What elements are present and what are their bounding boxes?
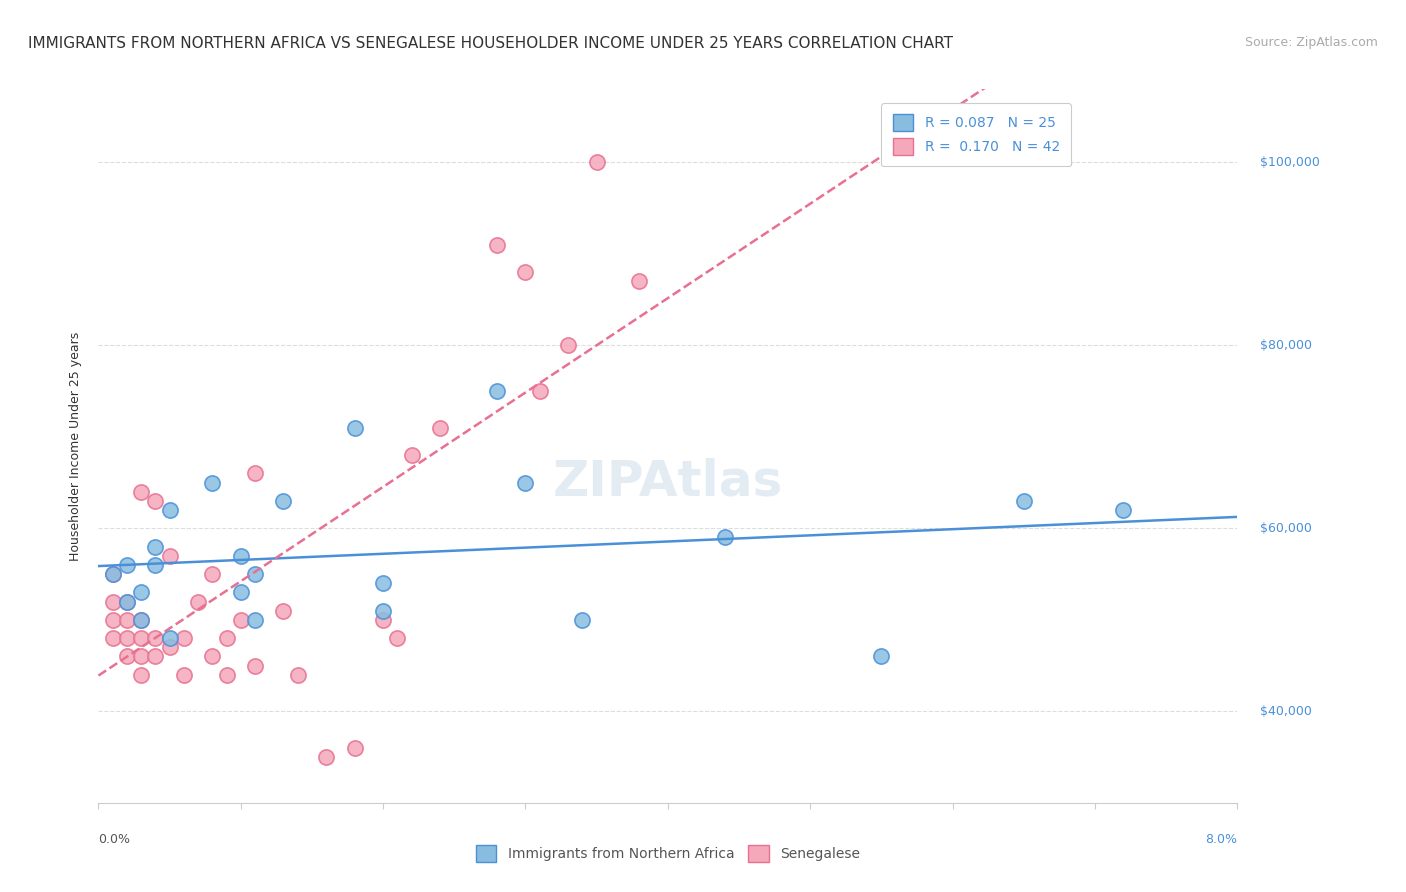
Point (585, 155, 607, 169)
Point (571, 613, 593, 627)
Point (1112, 503, 1135, 517)
Point (115, 594, 138, 608)
Point (243, 467, 266, 481)
Point (201, 567, 224, 582)
Point (557, 338, 579, 352)
Text: Source: ZipAtlas.com: Source: ZipAtlas.com (1244, 36, 1378, 49)
Point (159, 549, 181, 563)
Point (371, 613, 394, 627)
Y-axis label: Householder Income Under 25 years: Householder Income Under 25 years (69, 331, 83, 561)
Point (486, 384, 509, 398)
Point (159, 631, 181, 645)
Point (1012, 494, 1035, 508)
Point (229, 585, 252, 599)
Point (115, 594, 138, 608)
Point (201, 475, 224, 490)
Point (101, 613, 124, 627)
Legend: Immigrants from Northern Africa, Senegalese: Immigrants from Northern Africa, Senegal… (470, 839, 866, 867)
Point (159, 640, 181, 655)
Point (429, 420, 451, 434)
Point (145, 649, 167, 664)
Point (628, 274, 651, 288)
Point (159, 503, 181, 517)
Point (529, 384, 551, 398)
Point (273, 494, 295, 508)
Point (229, 549, 252, 563)
Point (101, 594, 124, 608)
Point (515, 265, 537, 279)
Text: 8.0%: 8.0% (1205, 833, 1237, 847)
Point (101, 567, 124, 582)
Point (273, 604, 295, 618)
Point (387, 631, 409, 645)
Point (243, 613, 266, 627)
Point (115, 631, 138, 645)
Point (145, 631, 167, 645)
Point (287, 667, 309, 681)
Text: 0.0%: 0.0% (98, 833, 131, 847)
Text: $100,000: $100,000 (1260, 156, 1320, 169)
Point (129, 649, 152, 664)
Point (129, 631, 152, 645)
Point (343, 740, 366, 755)
Text: IMMIGRANTS FROM NORTHERN AFRICA VS SENEGALESE HOUSEHOLDER INCOME UNDER 25 YEARS : IMMIGRANTS FROM NORTHERN AFRICA VS SENEG… (28, 36, 953, 51)
Point (115, 558, 138, 572)
Point (101, 567, 124, 582)
Text: $60,000: $60,000 (1260, 522, 1312, 535)
Point (243, 658, 266, 673)
Point (315, 750, 337, 764)
Point (129, 585, 152, 599)
Point (129, 667, 152, 681)
Point (187, 594, 209, 608)
Point (401, 448, 423, 462)
Point (371, 604, 394, 618)
Text: ZIPAtlas: ZIPAtlas (553, 458, 783, 506)
Text: $80,000: $80,000 (1260, 339, 1312, 351)
Point (215, 667, 238, 681)
Point (201, 649, 224, 664)
Point (343, 420, 366, 434)
Point (145, 558, 167, 572)
Point (115, 613, 138, 627)
Point (145, 540, 167, 554)
Point (129, 613, 152, 627)
Point (371, 576, 394, 591)
Point (173, 631, 195, 645)
Point (129, 484, 152, 499)
Point (229, 613, 252, 627)
Point (115, 649, 138, 664)
Point (215, 631, 238, 645)
Point (243, 567, 266, 582)
Point (129, 613, 152, 627)
Point (870, 649, 893, 664)
Point (145, 494, 167, 508)
Point (515, 475, 537, 490)
Text: $40,000: $40,000 (1260, 705, 1312, 718)
Point (101, 631, 124, 645)
Point (486, 237, 509, 252)
Point (173, 667, 195, 681)
Point (714, 531, 737, 545)
